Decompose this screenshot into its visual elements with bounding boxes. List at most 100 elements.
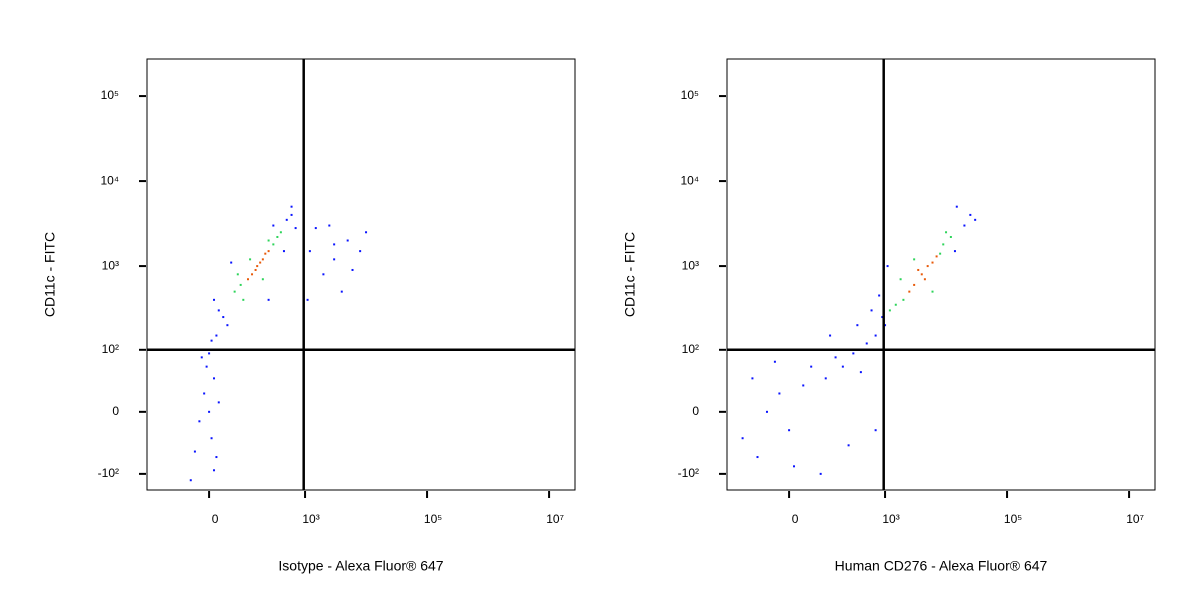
event-dot — [878, 294, 881, 297]
event-dot — [200, 356, 203, 359]
event-dot — [282, 250, 285, 253]
y-tick-label: 10² — [102, 342, 119, 356]
x-tick-label: 10⁵ — [424, 512, 442, 526]
plot-frame — [726, 58, 1156, 491]
event-dot — [856, 324, 859, 327]
event-dot — [217, 401, 220, 404]
event-dot — [230, 261, 233, 264]
y-tick-label: 10⁴ — [680, 173, 699, 187]
event-dot — [756, 456, 759, 459]
x-tick-label: 10⁵ — [1004, 512, 1022, 526]
event-dot — [751, 377, 754, 380]
event-dot — [865, 342, 868, 345]
y-tick-label: 0 — [112, 404, 119, 418]
event-dot — [215, 334, 218, 337]
event-dot — [261, 258, 264, 261]
event-dot — [267, 250, 270, 253]
event-dot — [902, 298, 905, 301]
x-tick-label: 10⁷ — [546, 512, 564, 526]
event-dot — [242, 298, 245, 301]
event-dot — [203, 392, 206, 395]
y-tick-label: -10² — [678, 466, 699, 480]
event-dot — [215, 456, 218, 459]
event-dot — [920, 273, 923, 276]
event-dot — [306, 298, 309, 301]
event-dot — [198, 420, 201, 423]
event-dot — [974, 218, 977, 221]
event-dot — [913, 283, 916, 286]
event-dot — [346, 239, 349, 242]
event-dot — [810, 365, 813, 368]
event-dot — [881, 316, 884, 319]
event-dot — [189, 479, 192, 482]
event-dot — [899, 278, 902, 281]
event-dot — [949, 235, 952, 238]
event-dot — [793, 465, 796, 468]
event-dot — [333, 243, 336, 246]
event-dot — [222, 316, 225, 319]
event-dot — [963, 224, 966, 227]
y-tick-label: 10⁴ — [100, 173, 119, 187]
event-dot — [249, 258, 252, 261]
event-dot — [741, 437, 744, 440]
y-tick-label: -10² — [98, 466, 119, 480]
event-dot — [251, 273, 254, 276]
y-axis-title: CD11c - FITC — [42, 232, 58, 317]
event-dot — [931, 290, 934, 293]
event-dot — [193, 450, 196, 453]
y-tick-label: 10⁵ — [681, 88, 699, 102]
event-dot — [210, 339, 213, 342]
event-dot — [236, 273, 239, 276]
event-dot — [213, 377, 216, 380]
event-dot — [259, 261, 262, 264]
x-tick-label: 0 — [212, 512, 219, 526]
event-dot — [942, 243, 945, 246]
event-dot — [294, 227, 297, 230]
x-tick-label: 10⁷ — [1126, 512, 1144, 526]
event-dot — [939, 252, 942, 255]
y-tick-label: 10² — [682, 342, 699, 356]
event-dot — [254, 268, 257, 271]
event-dot — [226, 324, 229, 327]
event-dot — [788, 429, 791, 432]
event-dot — [322, 273, 325, 276]
event-dot — [340, 290, 343, 293]
x-tick-label: 10³ — [882, 512, 899, 526]
event-dot — [888, 309, 891, 312]
event-dot — [308, 250, 311, 253]
plot-frame — [146, 58, 576, 491]
event-dot — [926, 265, 929, 268]
x-axis-title: Human CD276 - Alexa Fluor® 647 — [835, 558, 1048, 574]
event-dot — [314, 227, 317, 230]
x-tick-label: 10³ — [302, 512, 319, 526]
event-dot — [267, 239, 270, 242]
x-tick-label: 0 — [792, 512, 799, 526]
event-dot — [834, 356, 837, 359]
event-dot — [217, 309, 220, 312]
event-dot — [773, 360, 776, 363]
event-dot — [285, 218, 288, 221]
event-dot — [205, 365, 208, 368]
event-dot — [935, 255, 938, 258]
y-tick-label: 10³ — [102, 258, 119, 272]
event-dot — [824, 377, 827, 380]
event-dot — [945, 231, 948, 234]
event-dot — [290, 205, 293, 208]
event-dot — [874, 334, 877, 337]
event-dot — [213, 469, 216, 472]
event-dot — [953, 250, 956, 253]
event-dot — [923, 278, 926, 281]
y-tick-label: 10⁵ — [101, 88, 119, 102]
event-dot — [208, 352, 211, 355]
event-dot — [829, 334, 832, 337]
event-dot — [276, 235, 279, 238]
event-dot — [852, 352, 855, 355]
x-axis-title: Isotype - Alexa Fluor® 647 — [278, 558, 443, 574]
event-dot — [267, 298, 270, 301]
event-dot — [778, 392, 781, 395]
event-dot — [261, 278, 264, 281]
event-dot — [913, 258, 916, 261]
event-dot — [233, 290, 236, 293]
event-dot — [841, 365, 844, 368]
